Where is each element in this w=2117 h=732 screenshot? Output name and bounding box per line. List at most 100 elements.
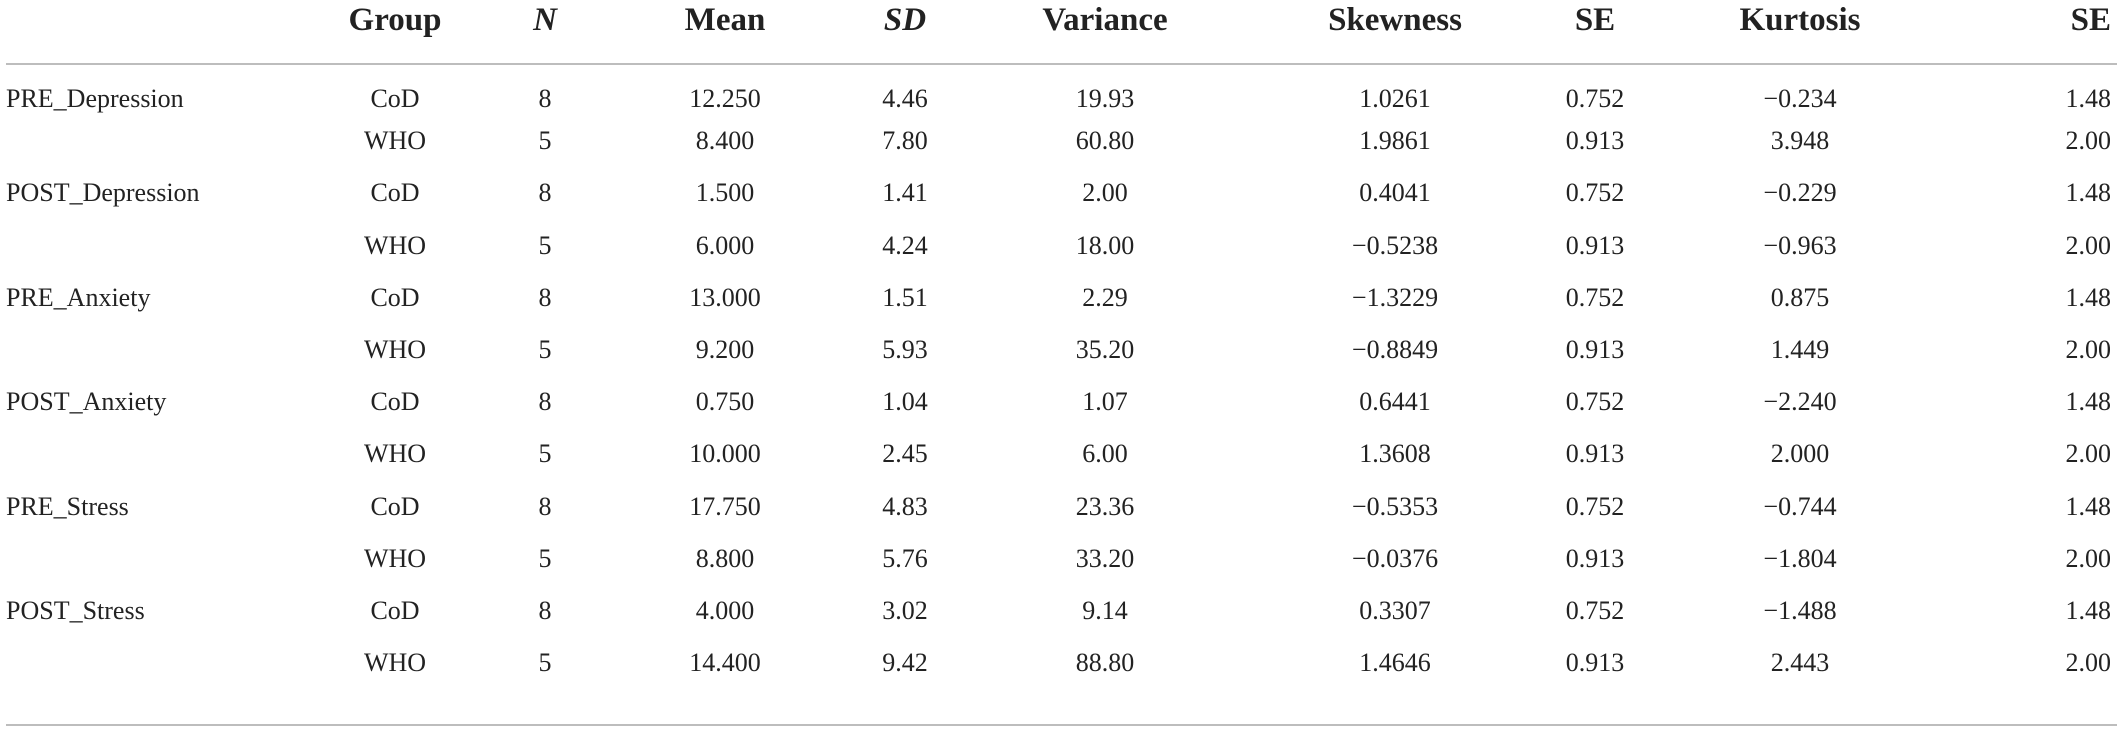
cell-kurtosis: −0.744 — [1763, 491, 1837, 521]
cell-kurtosis: −2.240 — [1763, 387, 1837, 417]
cell-sd: 9.42 — [882, 648, 928, 678]
cell-sd: 7.80 — [882, 126, 928, 156]
cell-sd: 1.41 — [882, 178, 928, 208]
cell-variance: 88.80 — [1075, 648, 1135, 678]
cell-variable: POST_Depression — [6, 178, 200, 208]
cell-group: CoD — [370, 491, 420, 521]
header-variance: Variance — [1042, 2, 1168, 38]
cell-mean: 8.400 — [695, 126, 755, 156]
cell-mean: 17.750 — [689, 491, 761, 521]
cell-sd: 4.83 — [882, 491, 928, 521]
cell-se-kurtosis: 2.00 — [2065, 230, 2112, 260]
cell-n: 8 — [538, 491, 552, 521]
cell-sd: 5.93 — [882, 335, 928, 365]
cell-variable: POST_Anxiety — [6, 387, 167, 417]
cell-variance: 60.80 — [1075, 126, 1135, 156]
cell-sd: 2.45 — [882, 439, 928, 469]
cell-skewness: −0.0376 — [1351, 543, 1439, 573]
cell-mean: 13.000 — [689, 282, 761, 312]
cell-se-kurtosis: 2.00 — [2065, 439, 2112, 469]
cell-group: CoD — [370, 178, 420, 208]
cell-kurtosis: 2.443 — [1770, 648, 1830, 678]
header-rule — [6, 63, 2117, 65]
cell-group: CoD — [370, 387, 420, 417]
cell-se-kurtosis: 1.48 — [2065, 387, 2112, 417]
cell-skewness: −0.5238 — [1351, 230, 1439, 260]
cell-variance: 33.20 — [1075, 543, 1135, 573]
cell-se-skewness: 0.913 — [1565, 230, 1625, 260]
cell-group: WHO — [363, 439, 427, 469]
cell-n: 5 — [538, 543, 552, 573]
table-row: WHO 5 14.400 9.42 88.80 1.4646 0.913 2.443 2.00 — [0, 637, 2117, 689]
cell-kurtosis: −1.488 — [1763, 595, 1837, 625]
cell-skewness: −0.8849 — [1351, 335, 1439, 365]
cell-variance: 18.00 — [1075, 230, 1135, 260]
cell-sd: 4.46 — [882, 84, 928, 114]
cell-kurtosis: −0.963 — [1763, 230, 1837, 260]
cell-n: 8 — [538, 84, 552, 114]
cell-kurtosis: −1.804 — [1763, 543, 1837, 573]
cell-variance: 19.93 — [1075, 84, 1135, 114]
cell-sd: 1.04 — [882, 387, 928, 417]
header-row: Group N Mean SD Variance Skewness SE Kur… — [0, 0, 2117, 63]
table-row: WHO 5 8.400 7.80 60.80 1.9861 0.913 3.948 2.00 — [0, 115, 2117, 167]
cell-sd: 3.02 — [882, 595, 928, 625]
cell-se-skewness: 0.752 — [1565, 282, 1625, 312]
cell-skewness: 1.0261 — [1359, 84, 1431, 114]
cell-n: 8 — [538, 282, 552, 312]
cell-kurtosis: 3.948 — [1770, 126, 1830, 156]
cell-se-skewness: 0.913 — [1565, 126, 1625, 156]
cell-group: WHO — [363, 126, 427, 156]
cell-mean: 14.400 — [689, 648, 761, 678]
cell-sd: 4.24 — [882, 230, 928, 260]
header-se-skewness: SE — [1574, 2, 1616, 38]
cell-variance: 2.29 — [1082, 282, 1128, 312]
cell-variance: 35.20 — [1075, 335, 1135, 365]
cell-variable — [0, 220, 300, 272]
cell-variable — [0, 533, 300, 585]
cell-variable: PRE_Anxiety — [6, 282, 151, 312]
cell-se-skewness: 0.752 — [1565, 84, 1625, 114]
cell-variance: 2.00 — [1082, 178, 1128, 208]
cell-group: WHO — [363, 648, 427, 678]
cell-mean: 1.500 — [695, 178, 755, 208]
cell-variable — [0, 115, 300, 167]
table-row: WHO 5 6.000 4.24 18.00 −0.5238 0.913 −0.963 2.00 — [0, 220, 2117, 272]
cell-se-skewness: 0.752 — [1565, 178, 1625, 208]
cell-group: CoD — [370, 595, 420, 625]
cell-se-skewness: 0.913 — [1565, 335, 1625, 365]
cell-n: 5 — [538, 126, 552, 156]
cell-mean: 12.250 — [689, 84, 761, 114]
descriptive-stats-table: Group N Mean SD Variance Skewness SE Kur… — [0, 0, 2117, 689]
cell-variable — [0, 428, 300, 480]
cell-se-kurtosis: 2.00 — [2065, 648, 2112, 678]
cell-group: WHO — [363, 543, 427, 573]
cell-se-kurtosis: 2.00 — [2065, 335, 2112, 365]
cell-kurtosis: 1.449 — [1770, 335, 1830, 365]
cell-se-skewness: 0.913 — [1565, 543, 1625, 573]
cell-group: WHO — [363, 335, 427, 365]
table-row: POST_Depression CoD 8 1.500 1.41 2.00 0.4041 0.… — [0, 167, 2117, 219]
cell-skewness: 1.9861 — [1359, 126, 1431, 156]
cell-mean: 8.800 — [695, 543, 755, 573]
table-row: WHO 5 9.200 5.93 35.20 −0.8849 0.913 1.449 2.00 — [0, 324, 2117, 376]
cell-se-kurtosis: 1.48 — [2065, 282, 2112, 312]
cell-variable — [0, 324, 300, 376]
cell-n: 8 — [538, 595, 552, 625]
cell-se-kurtosis: 2.00 — [2065, 543, 2112, 573]
header-n: N — [533, 2, 557, 38]
cell-variable — [0, 637, 300, 689]
header-mean: Mean — [684, 2, 766, 38]
cell-n: 8 — [538, 387, 552, 417]
cell-mean: 4.000 — [695, 595, 755, 625]
cell-skewness: 0.3307 — [1359, 595, 1431, 625]
table-row: WHO 5 10.000 2.45 6.00 1.3608 0.913 2.000 2.00 — [0, 428, 2117, 480]
cell-kurtosis: 2.000 — [1770, 439, 1830, 469]
cell-n: 5 — [538, 230, 552, 260]
header-variable — [0, 0, 300, 63]
cell-variable: POST_Stress — [6, 595, 145, 625]
cell-n: 5 — [538, 335, 552, 365]
table-header: Group N Mean SD Variance Skewness SE Kur… — [0, 0, 2117, 63]
cell-mean: 9.200 — [695, 335, 755, 365]
table-row: POST_Stress CoD 8 4.000 3.02 9.14 0.3307 0.752 −… — [0, 585, 2117, 637]
